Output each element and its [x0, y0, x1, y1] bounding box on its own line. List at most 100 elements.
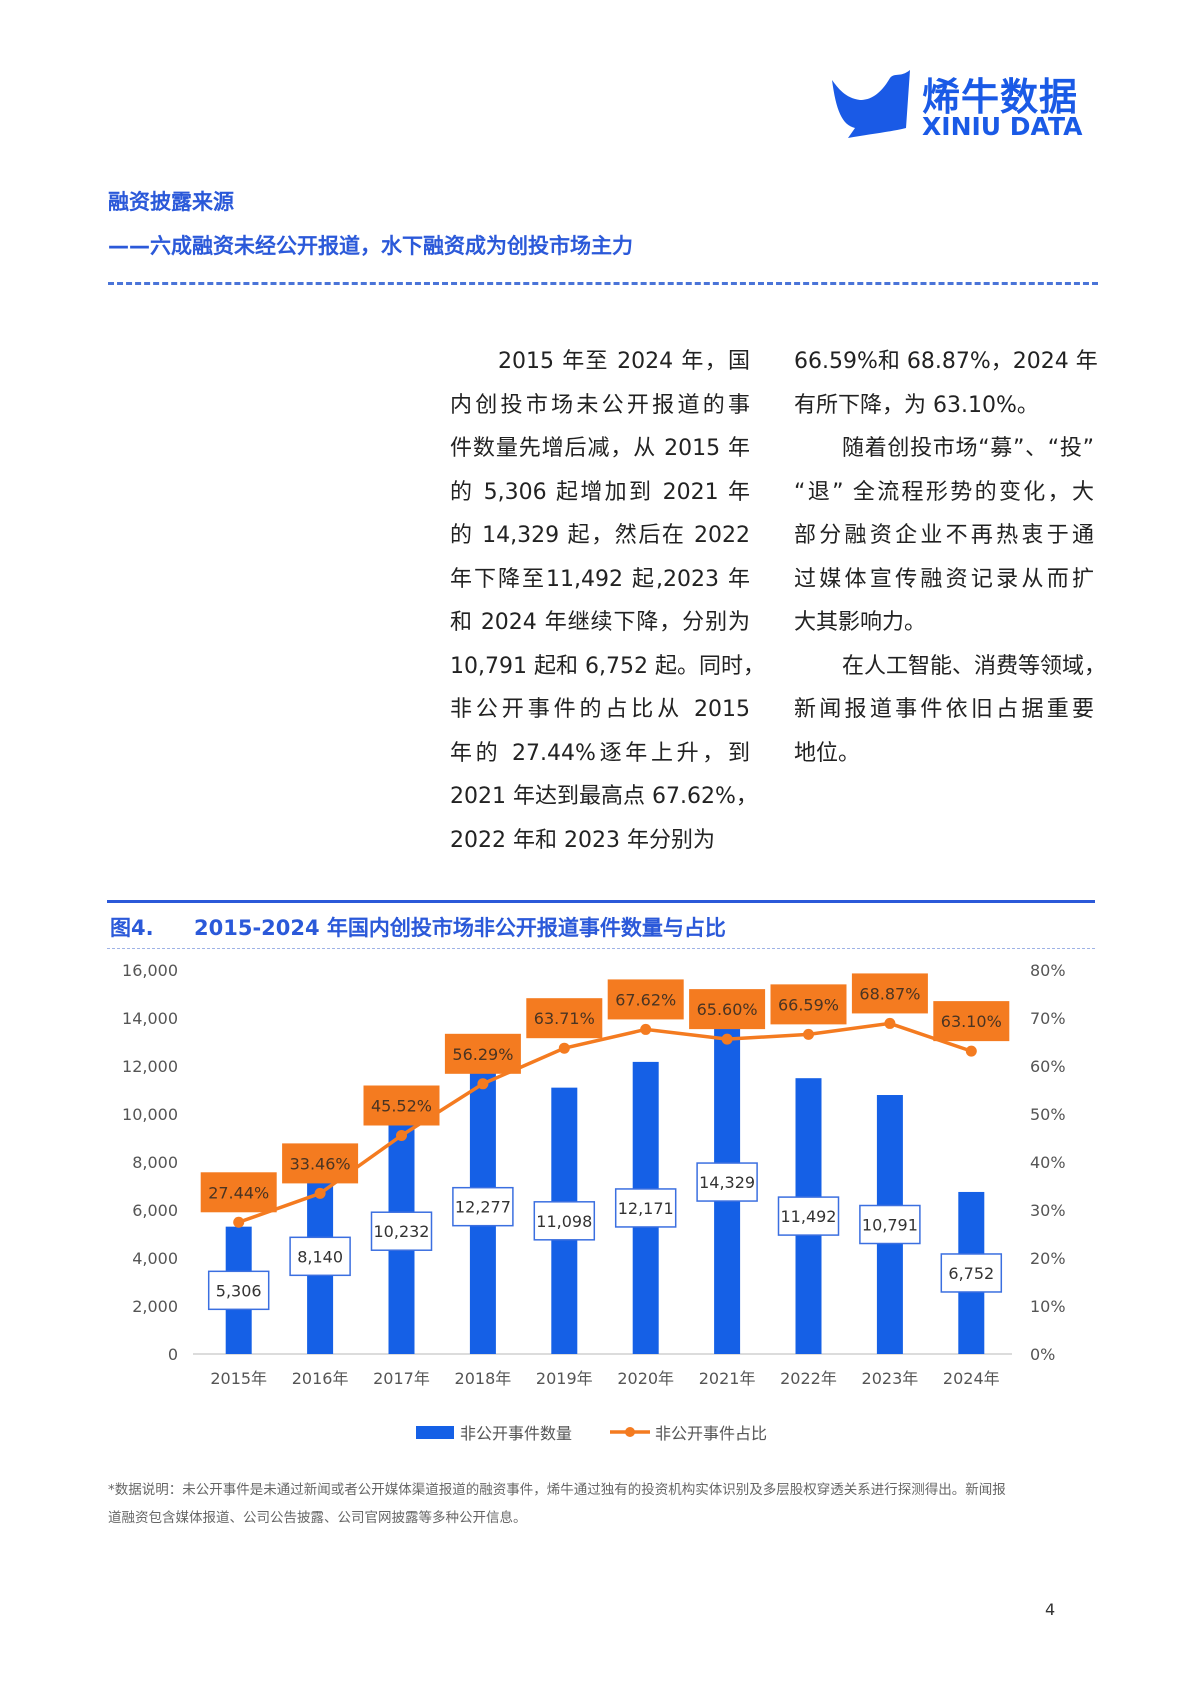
footnote-line-2: 道融资包含媒体报道、公司公告披露、公司官网披露等多种公开信息。 [108, 1510, 527, 1526]
section-divider [108, 282, 1098, 285]
body-text-line: 随着创投市场“募”、“投” [842, 436, 1094, 461]
bar-value-box [940, 1253, 1003, 1293]
y-right-tick-label: 0% [1030, 1345, 1055, 1364]
body-text-line: 部分融资企业不再热衷于通 [794, 523, 1094, 548]
bar-value-box [696, 1162, 758, 1202]
y-right-tick-label: 50% [1030, 1105, 1066, 1124]
bar-value-box [777, 1196, 840, 1236]
line-point [396, 1130, 407, 1142]
bar [469, 1059, 496, 1354]
y-left-tick-label: 8,000 [132, 1153, 178, 1172]
y-right-tick-label: 70% [1030, 1009, 1066, 1028]
body-text-line: 有所下降，为 63.10%。 [794, 392, 1039, 418]
body-text-line: 年的 27.44%逐年上升，到 [450, 740, 750, 766]
bar-value-box [370, 1211, 433, 1251]
y-right-tick-label: 10% [1030, 1297, 1066, 1316]
body-text-line: “退” 全流程形势的变化，大 [794, 479, 1094, 505]
y-right-tick-label: 20% [1030, 1249, 1066, 1268]
y-right-tick-label: 30% [1030, 1201, 1066, 1220]
figure-top-rule [107, 900, 1095, 903]
percent-label-box [933, 1001, 1010, 1042]
figure-title: 2015-2024 年国内创投市场非公开报道事件数量与占比 [194, 916, 726, 940]
bar [388, 1108, 415, 1354]
line-point [965, 1045, 977, 1057]
percent-label: 63.10% [941, 1012, 1002, 1031]
bar [958, 1191, 985, 1354]
body-text-left-column: 2015 年至 2024 年，国 内创投市场未公开报道的事 件数量先增后减，从 20… [450, 340, 765, 862]
bar-value-label: 6,752 [948, 1264, 994, 1283]
bar [795, 1078, 822, 1354]
bar-value-box [533, 1201, 596, 1241]
bar-value-label: 11,492 [781, 1207, 837, 1226]
percent-label-box [851, 973, 928, 1014]
percent-label: 45.52% [371, 1097, 432, 1116]
bar-value-label: 12,171 [618, 1199, 674, 1218]
y-left-tick-label: 2,000 [132, 1297, 178, 1316]
x-tick-label: 2021年 [699, 1369, 756, 1388]
line-point [233, 1216, 245, 1228]
logo-text-cn: 烯牛数据 [922, 75, 1079, 119]
legend-swatch-bar [416, 1426, 454, 1439]
y-left-tick-label: 16,000 [122, 961, 178, 980]
body-text-line: 的 5,306 起增加到 2021 年 [450, 479, 750, 505]
body-text-line: 2022 年和 2023 年分别为 [450, 827, 715, 853]
legend-label-line: 非公开事件占比 [655, 1424, 767, 1443]
line-point [803, 1028, 814, 1040]
section-subtitle: ——六成融资未经公开报道，水下融资成为创投市场主力 [108, 234, 633, 258]
percent-label: 56.29% [452, 1045, 513, 1064]
body-text-line: 地位。 [794, 740, 861, 766]
body-text-line: 过媒体宣传融资记录从而扩 [794, 566, 1094, 592]
body-text-line: 的 14,329 起，然后在 2022 [450, 523, 750, 548]
figure-number: 图4. [110, 916, 154, 940]
percent-label: 33.46% [290, 1154, 351, 1173]
bar-value-label: 12,277 [455, 1198, 511, 1217]
line-point [477, 1078, 489, 1090]
figure-caption-divider [107, 948, 1095, 949]
bar [632, 1061, 659, 1354]
x-tick-label: 2022年 [780, 1369, 837, 1388]
y-right-tick-label: 40% [1030, 1153, 1066, 1172]
bar [876, 1095, 903, 1354]
bar-value-box [207, 1270, 270, 1311]
page-number: 4 [1045, 1600, 1056, 1619]
bar [225, 1226, 252, 1354]
body-text-line: 在人工智能、消费等领域， [842, 653, 1107, 679]
body-text-line: 大其影响力。 [794, 610, 927, 635]
percent-label-box [444, 1033, 521, 1074]
x-tick-label: 2020年 [617, 1369, 674, 1388]
section-title: 融资披露来源 [108, 190, 234, 214]
body-text-line: 件数量先增后减，从 2015 年 [450, 436, 750, 461]
legend-swatch-point [625, 1427, 635, 1437]
percent-label-box [770, 984, 847, 1025]
body-text-line: 年下降至11,492 起,2023 年 [450, 566, 750, 592]
y-left-tick-label: 0 [168, 1345, 178, 1364]
bar-value-box [614, 1188, 677, 1228]
y-left-tick-label: 4,000 [132, 1249, 178, 1268]
bar-value-box [859, 1204, 921, 1245]
x-tick-label: 2016年 [292, 1369, 349, 1388]
legend-label-bar: 非公开事件数量 [460, 1424, 572, 1443]
x-tick-label: 2017年 [373, 1369, 430, 1388]
percent-label-box [363, 1085, 440, 1126]
bar-value-label: 11,098 [536, 1212, 592, 1231]
line-point [640, 1023, 652, 1035]
bar-value-label: 5,306 [216, 1281, 262, 1300]
bar [307, 1158, 334, 1354]
x-tick-label: 2023年 [862, 1369, 919, 1388]
bar-value-box [289, 1236, 351, 1277]
bar [551, 1087, 578, 1354]
line-series [238, 1021, 972, 1224]
body-text-line: 2021 年达到最高点 67.62%， [450, 784, 758, 809]
percent-label-box [689, 989, 766, 1030]
bar-value-box [452, 1186, 514, 1227]
y-left-tick-label: 12,000 [122, 1057, 178, 1076]
body-text-line: 内创投市场未公开报道的事 [450, 392, 750, 418]
bar-value-label: 14,329 [699, 1173, 755, 1192]
percent-label: 63.71% [534, 1009, 595, 1028]
y-left-tick-label: 10,000 [122, 1105, 178, 1124]
percent-label: 27.44% [208, 1183, 269, 1202]
body-text-line: 非公开事件的占比从 2015 [450, 697, 750, 722]
line-point [314, 1187, 326, 1199]
x-tick-label: 2018年 [455, 1369, 512, 1388]
percent-label-box [282, 1143, 359, 1184]
